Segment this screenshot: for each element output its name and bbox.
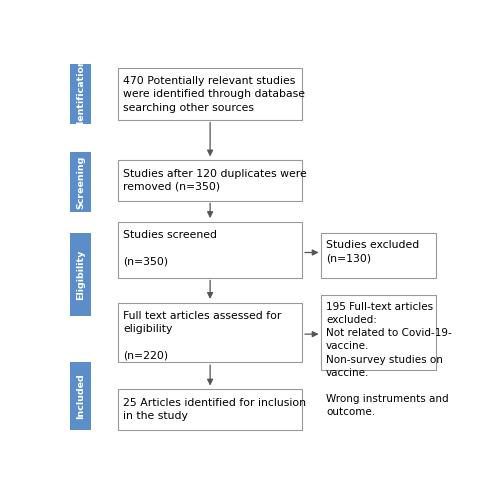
Bar — [70, 362, 91, 430]
Bar — [118, 302, 302, 362]
Text: 25 Articles identified for inclusion
in the study: 25 Articles identified for inclusion in … — [123, 398, 306, 421]
Bar — [118, 68, 302, 120]
Text: Studies after 120 duplicates were
removed (n=350): Studies after 120 duplicates were remove… — [123, 168, 307, 192]
Text: 470 Potentially relevant studies
were identified through database
searching othe: 470 Potentially relevant studies were id… — [123, 76, 305, 112]
Text: Studies screened

(n=350): Studies screened (n=350) — [123, 230, 217, 266]
Text: Included: Included — [76, 373, 85, 419]
Text: 195 Full-text articles
excluded:
Not related to Covid-19-
vaccine.
Non-survey st: 195 Full-text articles excluded: Not rel… — [326, 302, 452, 418]
Text: Screening: Screening — [76, 156, 85, 209]
Bar — [118, 160, 302, 200]
Text: Eligibility: Eligibility — [76, 250, 85, 300]
Bar — [70, 233, 91, 316]
Bar — [118, 222, 302, 278]
Text: Studies excluded
(n=130): Studies excluded (n=130) — [326, 240, 419, 264]
Bar — [321, 233, 436, 278]
Text: Identification: Identification — [76, 58, 85, 130]
Bar — [321, 295, 436, 370]
Bar — [118, 389, 302, 430]
Bar — [70, 152, 91, 212]
Text: Full text articles assessed for
eligibility

(n=220): Full text articles assessed for eligibil… — [123, 311, 281, 360]
Bar — [70, 64, 91, 124]
